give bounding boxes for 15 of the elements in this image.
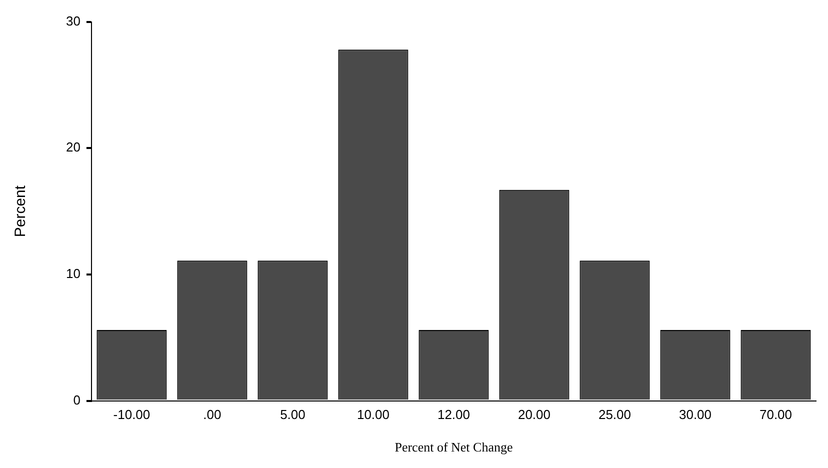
y-tick-label: 10 [66,266,80,282]
x-tick-label: 10.00 [356,407,390,422]
y-tick-label: 30 [66,13,80,28]
x-tick-label: 5.00 [280,407,306,422]
y-tick-label: 0 [73,392,80,408]
x-tick-label: 20.00 [518,407,551,422]
y-axis-title: Percent [12,184,30,238]
x-tick-label: -10.00 [113,407,150,422]
y-tick-label: 20 [66,140,80,155]
x-tick-label: 30.00 [678,407,712,422]
x-axis-title: Percent of Net Change [394,440,513,455]
x-tick-label: .00 [203,407,222,422]
x-tick-label: 70.00 [759,407,792,422]
x-tick-label: 25.00 [598,407,632,422]
x-tick-label: 12.00 [437,407,470,422]
